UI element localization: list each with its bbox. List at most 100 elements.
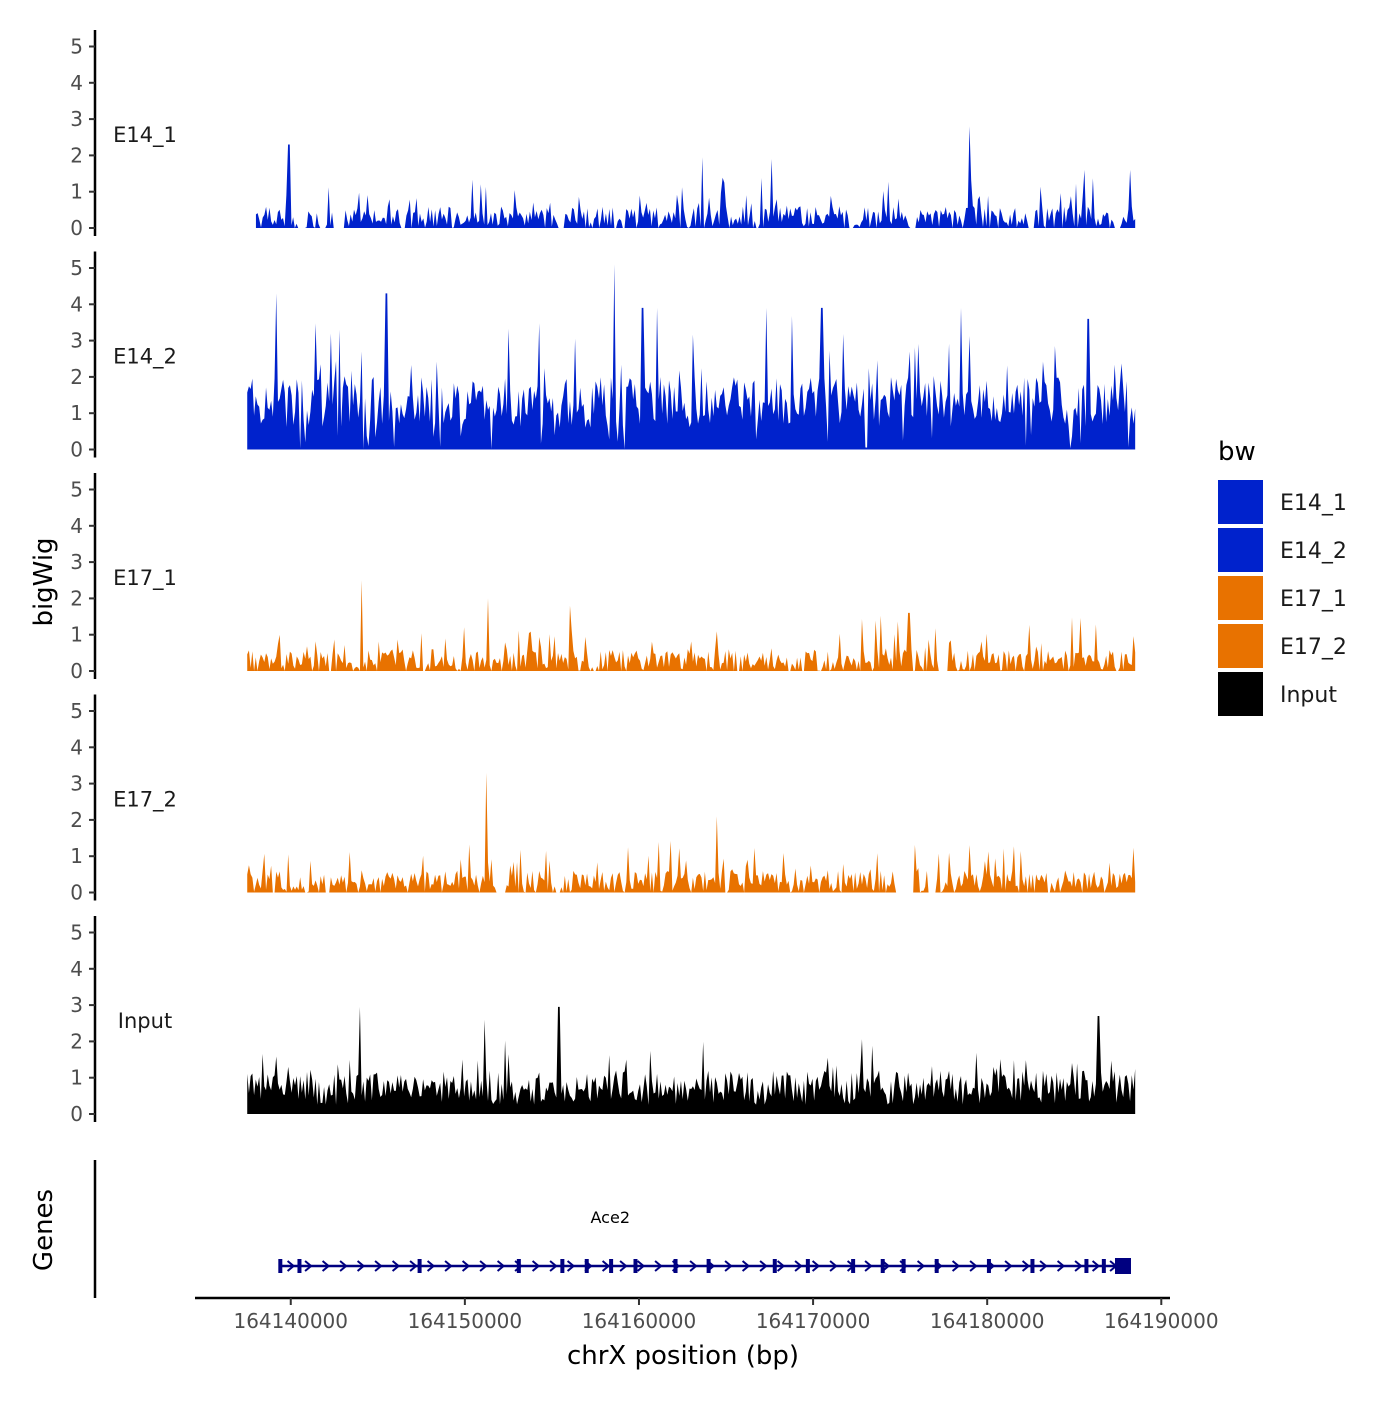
- y-tick-label: 1: [70, 1066, 83, 1090]
- y-axis-title: bigWig: [29, 537, 59, 626]
- x-tick-label: 164180000: [930, 1309, 1045, 1333]
- legend-label: E17_1: [1280, 587, 1347, 612]
- y-tick-label: 4: [70, 735, 83, 759]
- legend-label: E17_2: [1280, 635, 1347, 660]
- y-tick-label: 2: [70, 1029, 83, 1053]
- y-tick-label: 0: [70, 1102, 83, 1126]
- strand-arrow: [549, 1260, 558, 1272]
- signal-area-e14-2: [247, 264, 1136, 450]
- strand-arrow: [479, 1260, 488, 1272]
- signal-tracks: 0 1 2 3 4 5 E14_1 0 1 2 3 4 5 E14_2 0 1 2 3 4 5 E17_1 0 1 2 3 4 5 E…: [70, 30, 1136, 1126]
- y-tick-label: 3: [70, 107, 83, 131]
- exon: [901, 1259, 906, 1273]
- legend-swatch-e17-2: [1218, 624, 1263, 668]
- strand-arrow: [1021, 1260, 1031, 1272]
- strand-arrow: [776, 1260, 786, 1272]
- signal-area-e17-1: [247, 580, 1136, 671]
- track-label: E17_2: [113, 788, 177, 813]
- exon: [986, 1259, 991, 1273]
- legend-label: E14_2: [1280, 539, 1347, 564]
- legend-swatch-input: [1218, 672, 1263, 716]
- track-e17-1: 0 1 2 3 4 5 E17_1: [70, 473, 1136, 683]
- strand-arrow: [724, 1260, 733, 1272]
- exon: [706, 1259, 711, 1273]
- exon: [851, 1259, 856, 1273]
- y-tick-label: 3: [70, 550, 83, 574]
- strand-arrow: [829, 1260, 838, 1272]
- strand-arrow: [759, 1260, 768, 1272]
- x-tick-label: 164170000: [756, 1309, 871, 1333]
- strand-arrow: [1091, 1260, 1101, 1272]
- y-tick-label: 4: [70, 514, 83, 538]
- exon: [673, 1259, 678, 1273]
- strand-arrow: [391, 1260, 401, 1272]
- x-axis-title: chrX position (bp): [567, 1341, 799, 1371]
- exon: [560, 1259, 565, 1273]
- exon: [1114, 1258, 1131, 1274]
- exon: [880, 1259, 885, 1273]
- strand-arrow: [619, 1260, 628, 1272]
- x-tick-label: 164140000: [233, 1309, 348, 1333]
- y-tick-label: 4: [70, 957, 83, 981]
- strand-arrow: [636, 1260, 646, 1272]
- exon: [278, 1259, 283, 1273]
- genes-axis-title: Genes: [29, 1189, 59, 1271]
- y-tick-label: 0: [70, 438, 83, 462]
- legend-label: E14_1: [1280, 491, 1347, 516]
- legend-swatch-e17-1: [1218, 576, 1263, 620]
- strand-arrow: [1004, 1260, 1013, 1272]
- x-tick-label: 164160000: [582, 1309, 697, 1333]
- legend: bw E14_1 E14_2 E17_1 E17_2 Input: [1218, 437, 1347, 716]
- exon: [1101, 1259, 1106, 1273]
- strand-arrow: [531, 1260, 541, 1272]
- strand-arrow: [286, 1260, 296, 1272]
- y-tick-label: 0: [70, 659, 83, 683]
- track-e14-1: 0 1 2 3 4 5 E14_1: [70, 30, 1136, 240]
- y-tick-label: 1: [70, 844, 83, 868]
- strand-arrow: [794, 1260, 803, 1272]
- x-axis: 164140000 164150000 164160000 164170000 1641…: [195, 1296, 1219, 1333]
- y-tick-label: 2: [70, 143, 83, 167]
- exon: [297, 1259, 302, 1273]
- exon: [417, 1259, 422, 1273]
- y-tick-label: 3: [70, 329, 83, 353]
- signal-area-e17-2: [247, 772, 1136, 893]
- strand-arrow: [444, 1260, 453, 1272]
- exon: [516, 1259, 521, 1273]
- strand-arrow: [374, 1260, 383, 1272]
- y-tick-label: 5: [70, 35, 83, 59]
- strand-arrow: [654, 1260, 663, 1272]
- x-tick-label: 164150000: [408, 1309, 523, 1333]
- exon: [934, 1259, 939, 1273]
- signal-area-input: [247, 1006, 1136, 1114]
- y-tick-label: 5: [70, 478, 83, 502]
- track-label: E14_2: [113, 345, 177, 370]
- strand-arrow: [461, 1260, 471, 1272]
- strand-arrow: [689, 1260, 698, 1272]
- track-e14-2: 0 1 2 3 4 5 E14_2: [70, 251, 1136, 462]
- strand-arrow: [409, 1260, 418, 1272]
- strand-arrow: [969, 1260, 978, 1272]
- strand-arrow: [811, 1260, 821, 1272]
- strand-arrow: [304, 1260, 313, 1272]
- track-label: E14_1: [113, 123, 177, 148]
- strand-arrow: [951, 1260, 961, 1272]
- y-tick-label: 2: [70, 586, 83, 610]
- track-e17-2: 0 1 2 3 4 5 E17_2: [70, 694, 1136, 905]
- x-tick-label: 164190000: [1104, 1309, 1219, 1333]
- gene-name-label: Ace2: [591, 1208, 630, 1227]
- y-tick-label: 5: [70, 699, 83, 723]
- y-tick-label: 1: [70, 401, 83, 425]
- y-tick-label: 2: [70, 365, 83, 389]
- y-tick-label: 1: [70, 180, 83, 204]
- y-tick-label: 3: [70, 772, 83, 796]
- strand-arrow: [356, 1260, 366, 1272]
- y-tick-label: 4: [70, 71, 83, 95]
- y-tick-label: 0: [70, 216, 83, 240]
- legend-swatch-e14-1: [1218, 480, 1263, 524]
- legend-swatch-e14-2: [1218, 528, 1263, 572]
- exon: [772, 1259, 777, 1273]
- signal-area-e14-1: [255, 126, 1136, 228]
